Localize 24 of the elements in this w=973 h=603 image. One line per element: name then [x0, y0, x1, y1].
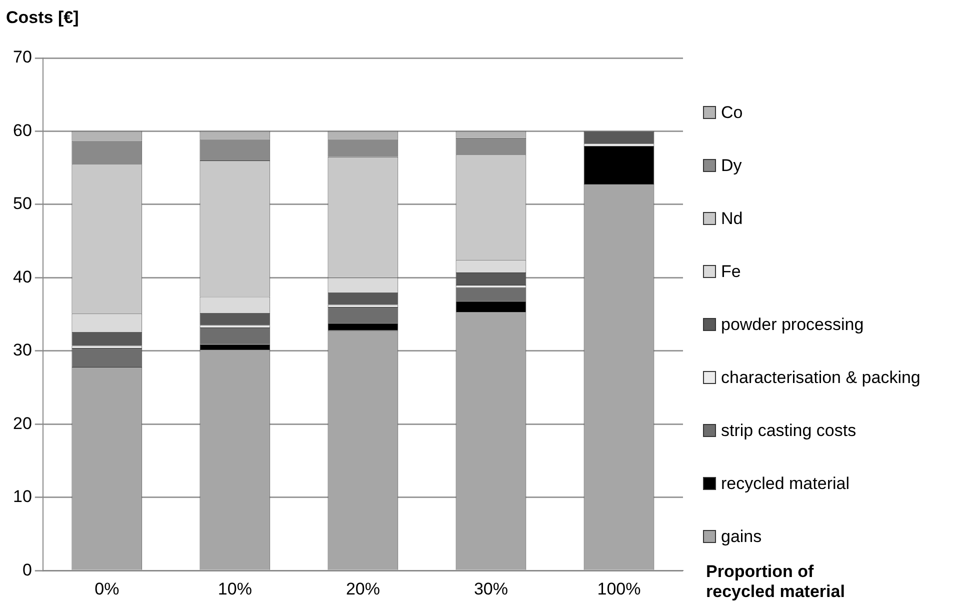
legend-label: Dy: [721, 156, 742, 176]
legend-label: Nd: [721, 208, 743, 228]
x-tick-label: 0%: [94, 579, 120, 598]
y-tick-label: 0: [22, 560, 32, 580]
y-tick-label: 30: [12, 340, 32, 360]
x-axis-title: Proportion of recycled material: [706, 562, 846, 602]
legend-label: gains: [721, 526, 762, 546]
x-tick-label: 10%: [218, 579, 252, 598]
legend-label: strip casting costs: [721, 420, 856, 440]
y-tick-label: 20: [12, 414, 32, 433]
y-tick-label: 70: [12, 48, 32, 67]
x-tick-label: 30%: [474, 579, 508, 598]
y-tick-label: 60: [12, 120, 32, 140]
x-tick-label: 100%: [597, 579, 641, 598]
legend-label: recycled material: [721, 474, 850, 494]
legend-label: powder processing: [721, 314, 864, 334]
y-tick-label: 10: [12, 487, 32, 506]
legend-label: characterisation & packing: [721, 368, 920, 388]
legend-label: Co: [721, 102, 743, 122]
x-tick-label: 20%: [346, 579, 380, 598]
legend-label: Fe: [721, 262, 741, 282]
y-tick-label: 40: [12, 267, 32, 286]
y-tick-label: 50: [12, 194, 32, 214]
y-axis-title: Costs [€]: [6, 8, 79, 28]
